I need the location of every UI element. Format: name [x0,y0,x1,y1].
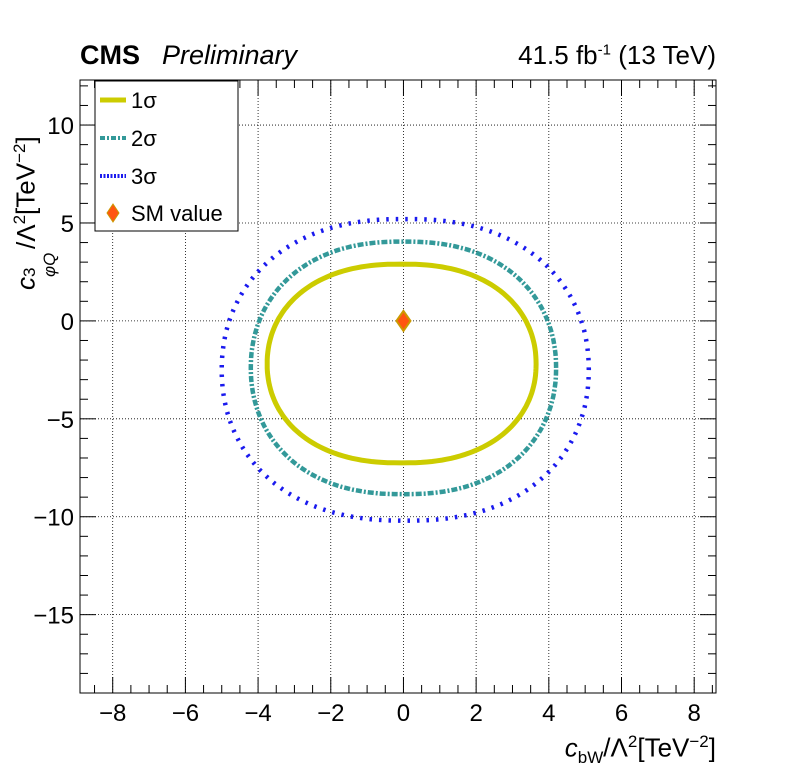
y-label-sup: 3 [19,267,39,277]
y-axis-label: c 3 φQ/Λ2[TeV−2] [10,136,59,290]
x-tick-label: 2 [469,700,482,727]
x-label-coef: c [564,732,578,763]
y-tick-label: 10 [47,113,74,140]
x-label-sub: bW [577,747,604,767]
y-label-coef: c [10,277,41,290]
x-tick-label: 8 [688,700,701,727]
legend-label-sm: SM value [131,201,223,226]
legend-label-1sigma: 1σ [131,88,157,113]
contour-3sigma [219,216,592,523]
legend-label-3sigma: 3σ [131,164,157,189]
lumi-energy: (13 TeV) [610,40,716,70]
legend: 1σ 2σ 3σ SM value [94,80,239,232]
legend-label-2sigma: 2σ [131,126,157,151]
x-label-pow: 2 [627,732,638,751]
y-label-rest: /Λ [10,224,41,249]
y-tick-label: −5 [47,407,74,434]
sm-marker-layer [395,309,412,333]
contour-1sigma [264,261,539,466]
y-tick-label: −15 [33,603,74,630]
sm-point-marker [395,309,412,333]
y-label-close: ] [10,136,41,144]
status-label: Preliminary [162,40,298,70]
luminosity-label: 41.5 fb-1 (13 TeV) [518,40,716,71]
x-label-unit-pow: −2 [689,732,709,751]
contour-layer [219,216,592,523]
x-label-unit: [TeV [637,732,690,763]
y-tick-labels: −15 −10 −5 0 5 10 [33,113,74,630]
x-label-close: ] [708,732,716,763]
y-tick-label: 0 [61,309,74,336]
y-label-unit-pow: −2 [10,143,29,163]
x-tick-label: 0 [397,700,410,727]
x-tick-label: −6 [172,700,199,727]
x-axis-label: cbW/Λ2[TeV−2] [565,732,716,768]
axis-ticks [80,80,716,694]
experiment-label: CMS [80,40,140,70]
x-tick-label: −4 [244,700,271,727]
y-tick-label: 5 [61,211,74,238]
x-tick-label: 4 [542,700,555,727]
legend-sm-marker [106,203,120,223]
y-label-pow: 2 [10,214,29,225]
x-tick-labels: −8 −6 −4 −2 0 2 4 6 8 [99,700,701,727]
x-tick-label: −2 [317,700,344,727]
plot-frame [79,79,717,694]
y-label-sub: φQ [39,252,59,277]
y-label-unit: [TeV [10,162,41,215]
x-tick-label: −8 [99,700,126,727]
contour-2sigma [248,239,559,497]
y-tick-label: −10 [33,505,74,532]
lumi-exponent: -1 [597,41,611,59]
x-label-rest: /Λ [603,732,628,763]
x-tick-label: 6 [615,700,628,727]
lumi-value: 41.5 fb [518,40,598,70]
